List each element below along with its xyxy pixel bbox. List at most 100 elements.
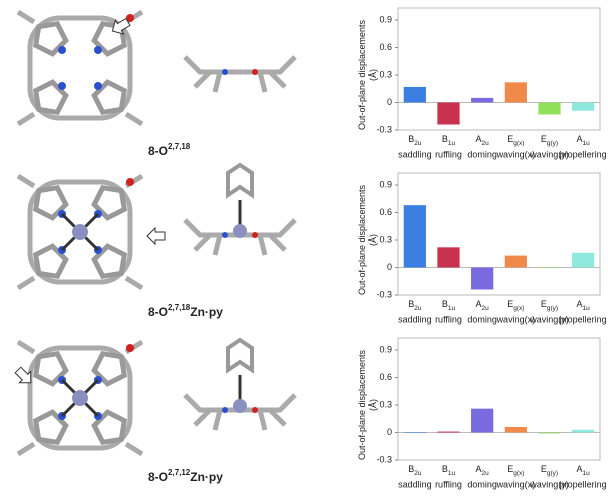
molecule-label: 8-O2,7,18 xyxy=(148,142,191,158)
pyrrole-ring xyxy=(91,243,128,280)
bar xyxy=(437,431,460,433)
pyrrole-ring xyxy=(32,409,69,446)
symmetry-base: E xyxy=(541,464,547,474)
bar xyxy=(572,429,595,433)
macrocycle xyxy=(27,15,133,121)
pyrrole-ring xyxy=(91,409,128,446)
pyridine xyxy=(226,162,254,199)
x-tick-label: ruffling xyxy=(435,149,462,159)
symmetry-sub: 1u xyxy=(448,470,456,477)
substituent xyxy=(124,441,144,457)
symmetry-sub: 1u xyxy=(583,470,591,477)
symmetry-sub: g(y) xyxy=(547,140,558,147)
nitrogen xyxy=(222,407,228,413)
oxygen xyxy=(252,232,258,238)
symmetry-sub: 1u xyxy=(583,305,591,312)
symmetry-sub: 2u xyxy=(482,470,490,477)
symmetry-label: Eg(y) xyxy=(541,299,558,311)
symmetry-base: A xyxy=(577,299,583,309)
pyrrole-ring xyxy=(91,79,128,116)
y-tick-label: 0.9 xyxy=(379,344,392,354)
y-tick-label: 0.3 xyxy=(379,399,392,409)
bar xyxy=(538,102,561,115)
y-axis-label-line: (Å) xyxy=(368,69,378,81)
oxygen xyxy=(252,69,258,75)
x-tick-label: propellering xyxy=(560,314,607,324)
symmetry-base: A xyxy=(476,464,482,474)
symmetry-base: B xyxy=(442,464,448,474)
symmetry-base: A xyxy=(476,134,482,144)
bar xyxy=(471,267,494,290)
pyrrole-ring xyxy=(91,20,128,57)
bar xyxy=(403,432,426,433)
y-axis-label: Out-of-plane displacements(Å) xyxy=(357,19,378,130)
zinc xyxy=(233,399,247,413)
symmetry-base: B xyxy=(442,134,448,144)
bar xyxy=(437,102,460,125)
arrow xyxy=(14,366,32,384)
porphyrin xyxy=(16,339,144,457)
symmetry-base: A xyxy=(577,134,583,144)
x-tick-label: doming xyxy=(467,314,497,324)
bar xyxy=(504,82,527,103)
symmetry-label: B2u xyxy=(408,134,422,146)
plot-frame xyxy=(397,337,601,461)
substituent xyxy=(124,111,144,127)
symmetry-base: E xyxy=(541,299,547,309)
symmetry-base: A xyxy=(476,299,482,309)
x-tick-label: waving(y) xyxy=(529,479,569,489)
x-tick-label: doming xyxy=(467,149,497,159)
oxygen xyxy=(252,407,258,413)
arrow xyxy=(146,226,166,246)
symmetry-sub: 1u xyxy=(583,140,591,147)
oxygen xyxy=(126,14,134,22)
symmetry-base: E xyxy=(507,464,513,474)
symmetry-sub: 2u xyxy=(414,140,422,147)
symmetry-base: B xyxy=(408,134,414,144)
symmetry-sub: 2u xyxy=(414,305,422,312)
y-tick-label: -0.3 xyxy=(376,454,392,464)
nitrogen xyxy=(222,69,228,75)
oxygen xyxy=(126,344,134,352)
nitrogen xyxy=(58,82,66,90)
symmetry-label: A1u xyxy=(577,464,591,476)
symmetry-label: Eg(x) xyxy=(507,299,524,311)
bar xyxy=(471,408,494,433)
x-tick-label: waving(y) xyxy=(529,149,569,159)
macrocycle xyxy=(27,345,133,451)
symmetry-base: B xyxy=(408,464,414,474)
symmetry-label: Eg(x) xyxy=(507,464,524,476)
side-view xyxy=(183,337,297,431)
substituent xyxy=(16,275,36,291)
y-tick-label: 0.6 xyxy=(379,372,392,382)
symmetry-base: B xyxy=(442,299,448,309)
symmetry-sub: 1u xyxy=(448,140,456,147)
symmetry-label: Eg(y) xyxy=(541,464,558,476)
zinc xyxy=(72,224,88,240)
symmetry-sub: 2u xyxy=(482,140,490,147)
y-axis-label-line: (Å) xyxy=(368,234,378,246)
symmetry-sub: 1u xyxy=(448,305,456,312)
nitrogen xyxy=(94,82,102,90)
y-tick-label: 0 xyxy=(387,262,392,272)
bar xyxy=(538,432,561,434)
bar xyxy=(403,205,426,268)
y-tick-label: 0 xyxy=(387,427,392,437)
pyrrole-ring xyxy=(91,350,128,387)
y-tick-label: -0.3 xyxy=(376,289,392,299)
symmetry-label: A2u xyxy=(476,299,490,311)
symmetry-label: A2u xyxy=(476,134,490,146)
bar xyxy=(538,267,561,268)
x-tick-label: propellering xyxy=(560,149,607,159)
bar xyxy=(572,102,595,111)
y-axis-label-line: Out-of-plane displacements xyxy=(357,19,367,130)
label-name: 8-O xyxy=(148,144,168,158)
x-tick-label: waving(x) xyxy=(496,479,536,489)
pyrrole-ring xyxy=(32,79,69,116)
x-tick-label: saddling xyxy=(398,479,432,489)
porphyrin xyxy=(16,9,144,127)
symmetry-base: E xyxy=(541,134,547,144)
symmetry-base: E xyxy=(507,134,513,144)
x-tick-label: saddling xyxy=(398,314,432,324)
